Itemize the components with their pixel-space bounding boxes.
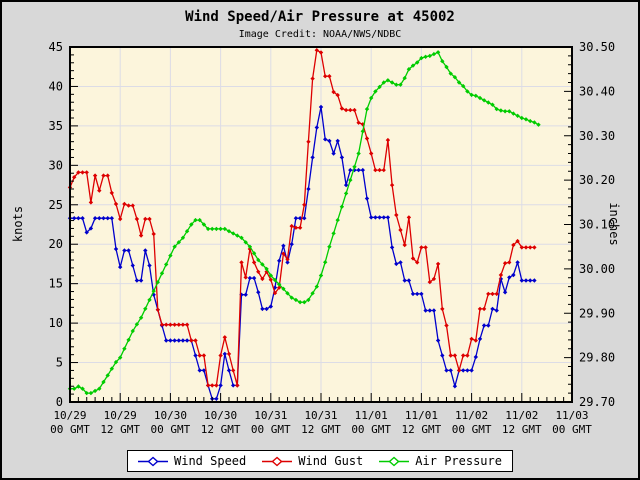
svg-text:30.40: 30.40 [579, 84, 615, 98]
svg-text:0: 0 [56, 395, 63, 409]
svg-text:11/02: 11/02 [455, 409, 488, 422]
svg-text:10/29: 10/29 [104, 409, 137, 422]
legend-label-air-pressure: Air Pressure [415, 454, 502, 468]
svg-text:29.80: 29.80 [579, 351, 615, 365]
svg-text:15: 15 [49, 277, 63, 291]
svg-text:30.10: 30.10 [579, 218, 615, 232]
svg-text:00 GMT: 00 GMT [552, 423, 592, 436]
svg-text:11/02: 11/02 [505, 409, 538, 422]
legend-item-wind-speed: Wind Speed [138, 454, 246, 468]
chart-title: Wind Speed/Air Pressure at 45002 [185, 9, 455, 25]
svg-text:30.00: 30.00 [579, 262, 615, 276]
svg-text:30.30: 30.30 [579, 129, 615, 143]
svg-text:10/31: 10/31 [254, 409, 287, 422]
svg-text:29.90: 29.90 [579, 306, 615, 320]
svg-text:00 GMT: 00 GMT [50, 423, 90, 436]
svg-text:11/03: 11/03 [555, 409, 588, 422]
svg-text:12 GMT: 12 GMT [502, 423, 542, 436]
svg-text:12 GMT: 12 GMT [301, 423, 341, 436]
svg-text:30: 30 [49, 158, 63, 172]
svg-text:29.70: 29.70 [579, 395, 615, 409]
svg-text:30.50: 30.50 [579, 40, 615, 54]
chart-subtitle: Image Credit: NOAA/NWS/NDBC [238, 29, 402, 40]
legend-item-wind-gust: Wind Gust [262, 454, 363, 468]
svg-text:00 GMT: 00 GMT [351, 423, 391, 436]
svg-text:10/30: 10/30 [204, 409, 237, 422]
svg-text:20: 20 [49, 237, 63, 251]
wind-gust-marker-icon [262, 456, 293, 466]
svg-text:40: 40 [49, 79, 63, 93]
svg-text:10: 10 [49, 316, 63, 330]
svg-text:12 GMT: 12 GMT [100, 423, 140, 436]
svg-text:00 GMT: 00 GMT [251, 423, 291, 436]
wind-speed-marker-icon [138, 456, 169, 466]
svg-text:35: 35 [49, 119, 63, 133]
svg-text:45: 45 [49, 40, 63, 54]
svg-text:10/30: 10/30 [154, 409, 187, 422]
legend-label-wind-speed: Wind Speed [174, 454, 247, 468]
svg-text:12 GMT: 12 GMT [402, 423, 442, 436]
y-right-axis-title: inches [607, 202, 621, 246]
svg-text:11/01: 11/01 [355, 409, 388, 422]
svg-text:00 GMT: 00 GMT [452, 423, 492, 436]
legend-label-wind-gust: Wind Gust [298, 454, 364, 468]
svg-text:30.20: 30.20 [579, 173, 615, 187]
air-pressure-marker-icon [379, 456, 410, 466]
svg-text:11/01: 11/01 [405, 409, 438, 422]
svg-text:00 GMT: 00 GMT [151, 423, 191, 436]
y-left-axis-title: knots [11, 205, 25, 243]
legend-item-air-pressure: Air Pressure [379, 454, 502, 468]
svg-text:25: 25 [49, 198, 63, 212]
svg-text:12 GMT: 12 GMT [201, 423, 241, 436]
svg-text:10/29: 10/29 [53, 409, 86, 422]
legend: Wind Speed Wind Gust Air Pressure [127, 450, 513, 472]
svg-text:10/31: 10/31 [304, 409, 337, 422]
svg-text:5: 5 [56, 356, 63, 370]
